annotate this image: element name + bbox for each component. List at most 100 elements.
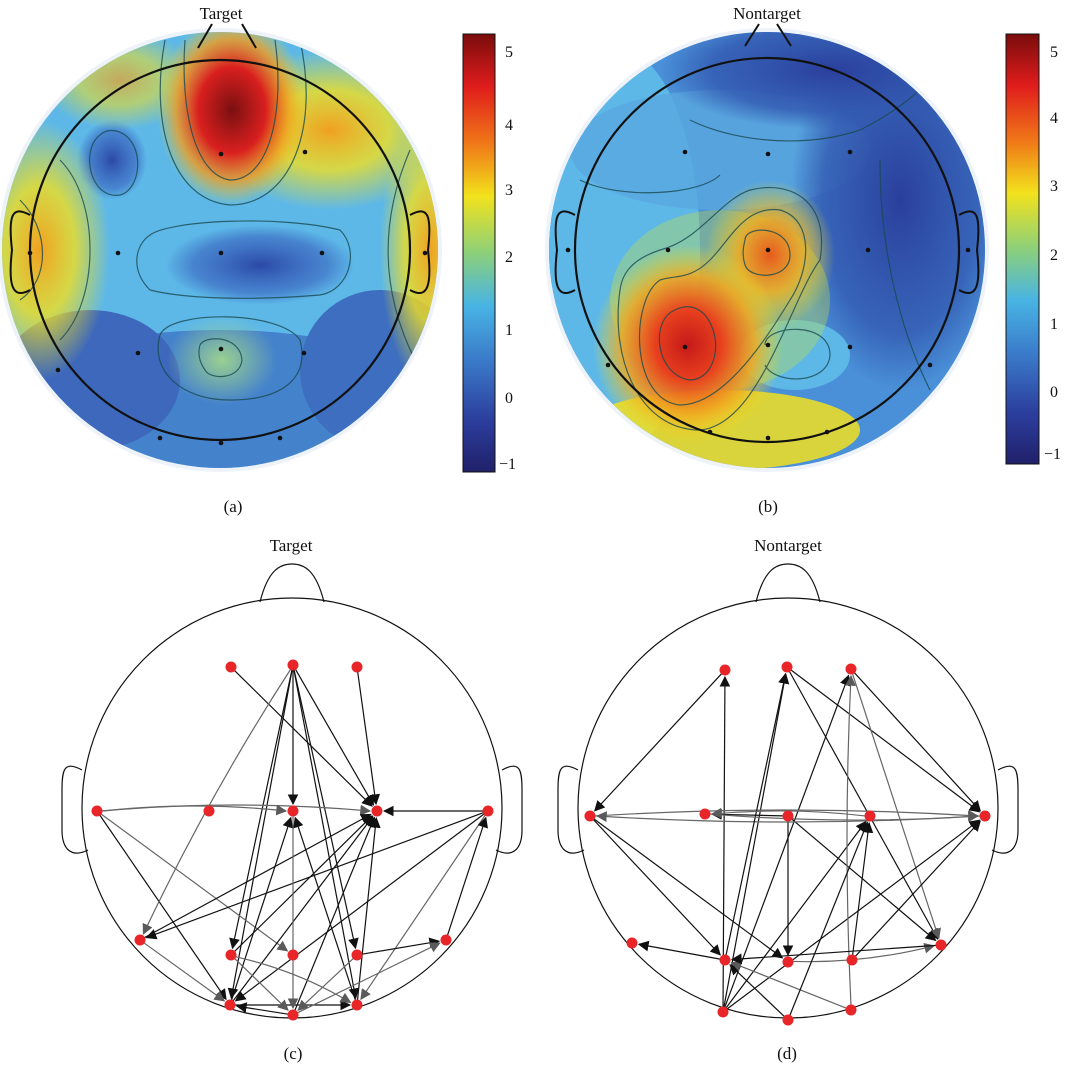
electrode-node	[699, 808, 711, 820]
connection-arrow	[101, 804, 288, 816]
colorbar-tick: 2	[1050, 247, 1058, 264]
connection-arrow	[594, 673, 723, 812]
panel-a-caption: (a)	[223, 497, 243, 516]
connection-arrow	[235, 1002, 289, 1015]
connection-arrow	[730, 944, 937, 965]
head-target-connectivity	[61, 563, 523, 1021]
electrode-node	[717, 1006, 729, 1018]
electrode-node	[351, 999, 363, 1011]
colorbar-tick: 0	[505, 390, 513, 407]
electrode-node	[845, 1004, 857, 1016]
electrode-node	[482, 805, 494, 817]
electrode-node	[225, 661, 237, 673]
connection-arrow	[297, 957, 354, 1011]
connection-arrow	[234, 813, 485, 1002]
connection-arrow	[791, 818, 937, 942]
electrode-node	[440, 934, 452, 946]
colorbar-tick: 4	[1050, 110, 1058, 127]
electrode-node	[225, 949, 237, 961]
connection-arrow	[593, 818, 784, 959]
connection-arrow	[99, 814, 227, 1001]
connection-arrow	[852, 821, 874, 956]
connection-arrow	[293, 669, 360, 1000]
panel-d-title: Nontarget	[754, 536, 822, 555]
colorbar-tick: 4	[505, 117, 513, 134]
electrode-node	[846, 954, 858, 966]
connection-arrow	[719, 675, 731, 1008]
connection-arrow	[851, 673, 941, 940]
connection-arrow	[294, 669, 375, 806]
connection-arrow	[143, 942, 226, 1002]
connection-arrow	[235, 956, 352, 1003]
connection-arrow	[792, 942, 936, 963]
connection-arrow	[232, 815, 374, 1002]
connection-arrow	[710, 809, 784, 820]
connection-arrow	[729, 964, 785, 1017]
connection-arrow	[726, 819, 981, 1010]
connection-arrow	[446, 816, 488, 936]
colorbar-tick: 2	[505, 249, 513, 266]
colorbar-tick: −1	[499, 456, 517, 473]
electrode-node	[224, 999, 236, 1011]
electrode-node	[864, 810, 876, 822]
electrode-node	[287, 659, 299, 671]
connection-arrow	[724, 674, 851, 1008]
connection-arrow	[142, 669, 292, 935]
panel-c-title: Target	[269, 536, 313, 555]
connection-arrow	[357, 671, 381, 806]
connection-arrow	[294, 816, 376, 1011]
electrode-node	[287, 949, 299, 961]
connection-arrow	[144, 813, 372, 939]
connection-arrow	[594, 809, 980, 821]
colorbar-tick: 3	[505, 182, 513, 199]
electrode-node	[935, 939, 947, 951]
connection-arrow	[789, 821, 869, 1016]
connection-arrow	[723, 672, 790, 1008]
electrode-node	[782, 1014, 794, 1026]
connection-arrow	[293, 669, 359, 950]
panel-b-caption: (b)	[758, 497, 778, 516]
colorbar-tick: −1	[1044, 446, 1062, 463]
electrode-node	[371, 805, 383, 817]
head-nontarget-connectivity	[557, 563, 1019, 1026]
colorbar-tick: 0	[1050, 384, 1058, 401]
electrode-node	[134, 934, 146, 946]
connection-arrow	[853, 672, 982, 812]
connection-arrow	[145, 812, 484, 940]
colorbar-tick: 5	[1050, 44, 1058, 61]
colorbar-tick: 5	[505, 44, 513, 61]
colorbar-tick: 1	[505, 322, 513, 339]
electrode-node	[782, 810, 794, 822]
electrode-node	[719, 954, 731, 966]
electrode-node	[203, 805, 215, 817]
electrode-node	[584, 810, 596, 822]
connection-arrow	[234, 670, 373, 807]
panel-b-title: Nontarget	[733, 4, 801, 23]
connection-arrow	[592, 819, 721, 956]
connection-arrow	[788, 671, 939, 940]
electrode-node	[626, 937, 638, 949]
connection-arrow	[854, 820, 981, 957]
electrode-node	[979, 810, 991, 822]
electrode-node	[91, 805, 103, 817]
connection-arrow	[709, 811, 980, 822]
electrode-node	[719, 664, 731, 676]
connection-arrow	[790, 669, 981, 813]
electrode-node	[845, 663, 857, 675]
panel-a-title: Target	[199, 4, 243, 23]
connection-arrow	[725, 820, 867, 1009]
panel-d-caption: (d)	[777, 1044, 797, 1063]
connection-arrow	[725, 672, 789, 956]
electrode-node	[287, 1009, 299, 1021]
electrode-node	[351, 949, 363, 961]
electrode-node	[781, 661, 793, 673]
electrode-node	[782, 956, 794, 968]
electrode-node	[351, 661, 363, 673]
connection-arrow	[234, 958, 289, 1011]
connection-arrow	[356, 816, 381, 1001]
electrode-node	[287, 805, 299, 817]
connection-arrow	[297, 942, 441, 1014]
connection-arrow	[230, 816, 293, 1001]
colorbar-tick: 3	[1050, 178, 1058, 195]
